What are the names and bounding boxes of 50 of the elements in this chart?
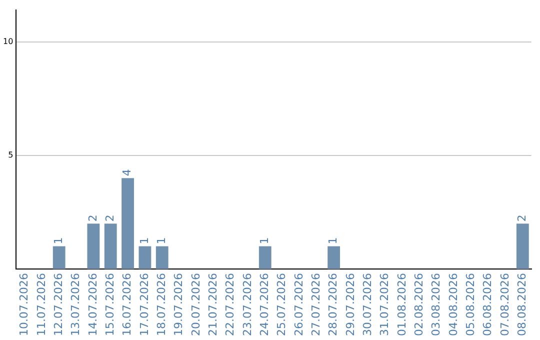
x-tick-label: 02.08.2026: [412, 273, 426, 336]
data-label: 1: [258, 237, 271, 244]
data-label: 1: [154, 237, 168, 244]
x-tick-label: 08.08.2026: [516, 273, 529, 336]
x-tick-label: 03.08.2026: [430, 273, 443, 336]
x-tick-label: 25.07.2026: [275, 273, 288, 336]
x-tick-label: 19.07.2026: [172, 273, 186, 336]
x-tick-label: 11.07.2026: [34, 273, 48, 336]
y-tick-label: 5: [8, 150, 14, 160]
x-tick-label: 15.07.2026: [103, 273, 116, 336]
bar: [122, 178, 134, 270]
data-label: 1: [52, 237, 65, 244]
x-tick-label: 27.07.2026: [309, 273, 322, 336]
data-label: 4: [120, 169, 134, 176]
y-tick-label: 10: [2, 36, 14, 46]
bar: [138, 246, 152, 270]
bar: [104, 224, 117, 270]
bar: [328, 246, 340, 270]
x-tick-label: 29.07.2026: [344, 273, 357, 336]
x-tick-label: 24.07.2026: [258, 273, 271, 336]
bar: [516, 224, 529, 270]
x-tick-label: 22.07.2026: [224, 273, 237, 336]
x-tick-label: 21.07.2026: [206, 273, 220, 336]
x-tick-label: 20.07.2026: [189, 273, 202, 336]
x-tick-label: 31.07.2026: [378, 273, 392, 336]
x-tick-label: 04.08.2026: [446, 273, 460, 336]
x-tick-label: 05.08.2026: [464, 273, 478, 336]
x-tick-label: 13.07.2026: [69, 273, 82, 336]
data-label: 2: [86, 214, 100, 222]
x-tick-label: 06.08.2026: [481, 273, 494, 336]
data-label: 1: [138, 237, 151, 244]
x-tick-label: 23.07.2026: [240, 273, 254, 336]
bar: [52, 246, 66, 270]
x-tick-label: 14.07.2026: [86, 273, 100, 336]
bar: [87, 224, 100, 270]
data-label: 2: [103, 214, 116, 222]
x-tick-label: 01.08.2026: [395, 273, 408, 336]
x-tick-label: 18.07.2026: [154, 273, 168, 336]
data-label: 1: [326, 237, 340, 244]
bar: [258, 246, 272, 270]
x-tick-label: 10.07.2026: [18, 273, 31, 336]
x-tick-label: 07.08.2026: [498, 273, 512, 336]
x-tick-label: 17.07.2026: [138, 273, 151, 336]
x-tick-label: 28.07.2026: [326, 273, 340, 336]
x-tick-label: 30.07.2026: [361, 273, 374, 336]
x-tick-label: 26.07.2026: [292, 273, 306, 336]
x-tick-label: 16.07.2026: [120, 273, 134, 336]
bar: [156, 246, 168, 270]
data-label: 2: [516, 214, 529, 222]
x-tick-label: 12.07.2026: [52, 273, 65, 336]
